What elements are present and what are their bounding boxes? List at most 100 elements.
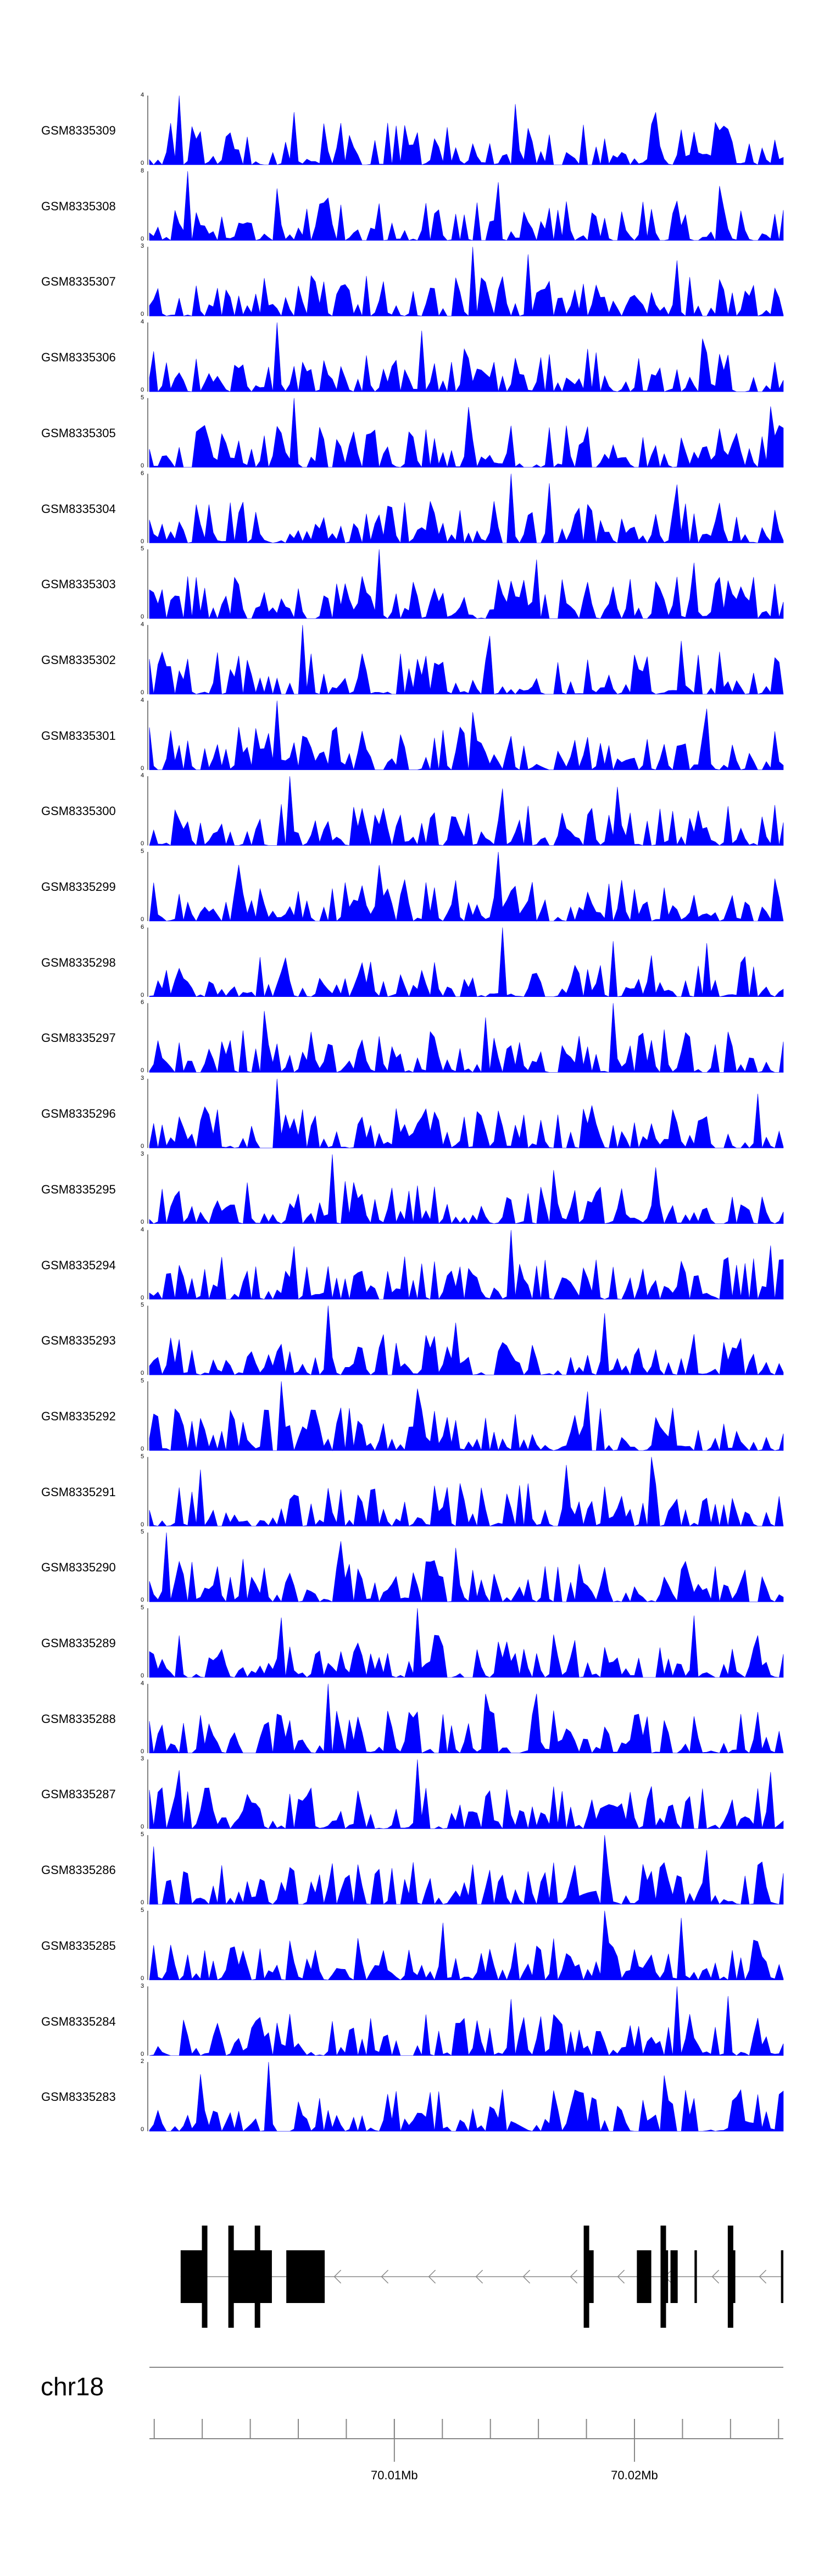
strand-arrow <box>711 2270 720 2284</box>
track-label: GSM8335288 <box>41 1711 116 1726</box>
signal-track <box>147 700 784 771</box>
track-ymax-label: 4 <box>141 621 144 628</box>
signal-track <box>147 1154 784 1224</box>
signal-area <box>149 1986 784 2056</box>
track-label: GSM8335300 <box>41 804 116 818</box>
track-label: GSM8335297 <box>41 1031 116 1045</box>
track-ymin-label: 0 <box>141 1748 144 1755</box>
track-label: GSM8335302 <box>41 653 116 667</box>
signal-area <box>149 1759 784 1830</box>
track-label: GSM8335304 <box>41 501 116 516</box>
signal-track <box>147 1381 784 1452</box>
track-ymax-label: 3 <box>141 1982 144 1989</box>
gene-marker <box>254 2226 260 2328</box>
gene-exon <box>637 2250 652 2303</box>
gene-exon <box>694 2250 697 2303</box>
track-label: GSM8335294 <box>41 1258 116 1272</box>
track-ymin-label: 0 <box>141 462 144 469</box>
signal-tracks <box>147 95 784 2132</box>
signal-track <box>147 1532 784 1603</box>
track-ymin-label: 0 <box>141 614 144 621</box>
track-ymin-label: 0 <box>141 1975 144 1982</box>
signal-track <box>147 1003 784 1073</box>
signal-area <box>149 1532 784 1603</box>
track-ymin-label: 0 <box>141 1218 144 1225</box>
track-ymax-label: 2 <box>141 2058 144 2065</box>
track-ymax-label: 5 <box>141 848 144 855</box>
track-ymax-label: 4 <box>141 319 144 326</box>
track-ymax-label: 5 <box>141 1831 144 1838</box>
signal-area <box>149 247 784 317</box>
signal-track <box>147 95 784 165</box>
track-ymax-label: 6 <box>141 999 144 1006</box>
gene-exon <box>781 2250 783 2303</box>
track-label: GSM8335299 <box>41 880 116 894</box>
track-ymin-label: 0 <box>141 311 144 318</box>
track-ymax-label: 6 <box>141 470 144 477</box>
signal-area <box>149 171 784 241</box>
signal-track <box>147 2062 784 2132</box>
track-label: GSM8335291 <box>41 1485 116 1499</box>
track-ymin-label: 0 <box>141 1067 144 1074</box>
track-ymax-label: 4 <box>141 1226 144 1233</box>
track-ymax-label: 5 <box>141 1906 144 1914</box>
signal-track <box>147 1306 784 1376</box>
track-ymax-label: 3 <box>141 1150 144 1157</box>
track-ymin-label: 0 <box>141 1824 144 1831</box>
signal-track <box>147 247 784 317</box>
track-ymax-label: 5 <box>141 1453 144 1460</box>
signal-area <box>149 2062 784 2132</box>
signal-area <box>149 322 784 393</box>
track-ymax-label: 4 <box>141 1680 144 1687</box>
signal-area <box>149 1683 784 1754</box>
gene-marker <box>660 2226 666 2328</box>
signal-area <box>149 776 784 846</box>
signal-track <box>147 776 784 846</box>
signal-area <box>149 1230 784 1300</box>
strand-arrow <box>759 2270 767 2284</box>
signal-area <box>149 1835 784 1905</box>
track-ymin-label: 0 <box>141 991 144 999</box>
chromosome-label: chr18 <box>41 2372 104 2401</box>
track-ymin-label: 0 <box>141 1672 144 1679</box>
signal-area <box>149 1003 784 1073</box>
signal-track <box>147 1986 784 2056</box>
track-label: GSM8335305 <box>41 426 116 440</box>
signal-area <box>149 1457 784 1527</box>
track-ymax-label: 3 <box>141 243 144 250</box>
signal-track <box>147 473 784 544</box>
strand-arrow <box>381 2270 389 2284</box>
track-label: GSM8335303 <box>41 577 116 592</box>
gene-marker <box>727 2226 733 2328</box>
track-ymax-label: 5 <box>141 545 144 553</box>
signal-area <box>149 95 784 165</box>
track-ymin-label: 0 <box>141 160 144 166</box>
axis-tick-label: 70.01Mb <box>371 2468 418 2482</box>
track-ymin-label: 0 <box>141 2050 144 2058</box>
gene-exon <box>286 2250 325 2303</box>
gene-marker <box>583 2226 589 2328</box>
gene-marker <box>228 2226 234 2328</box>
track-label: GSM8335285 <box>41 1938 116 1953</box>
signal-area <box>149 1608 784 1679</box>
genome-axis <box>149 2367 783 2462</box>
track-ymin-label: 0 <box>141 1445 144 1452</box>
gene-exon <box>233 2250 272 2303</box>
signal-track <box>147 322 784 393</box>
signal-area <box>149 398 784 468</box>
signal-track <box>147 171 784 241</box>
track-label: GSM8335293 <box>41 1334 116 1348</box>
signal-area <box>149 625 784 695</box>
signal-area <box>149 1154 784 1224</box>
signal-track <box>147 625 784 695</box>
signal-area <box>149 473 784 544</box>
gene-model-track <box>180 2226 783 2328</box>
track-ymin-label: 0 <box>141 1370 144 1377</box>
signal-track <box>147 1079 784 1149</box>
track-label: GSM8335301 <box>41 728 116 743</box>
signal-track <box>147 398 784 468</box>
signal-track <box>147 1683 784 1754</box>
signal-area <box>149 549 784 620</box>
